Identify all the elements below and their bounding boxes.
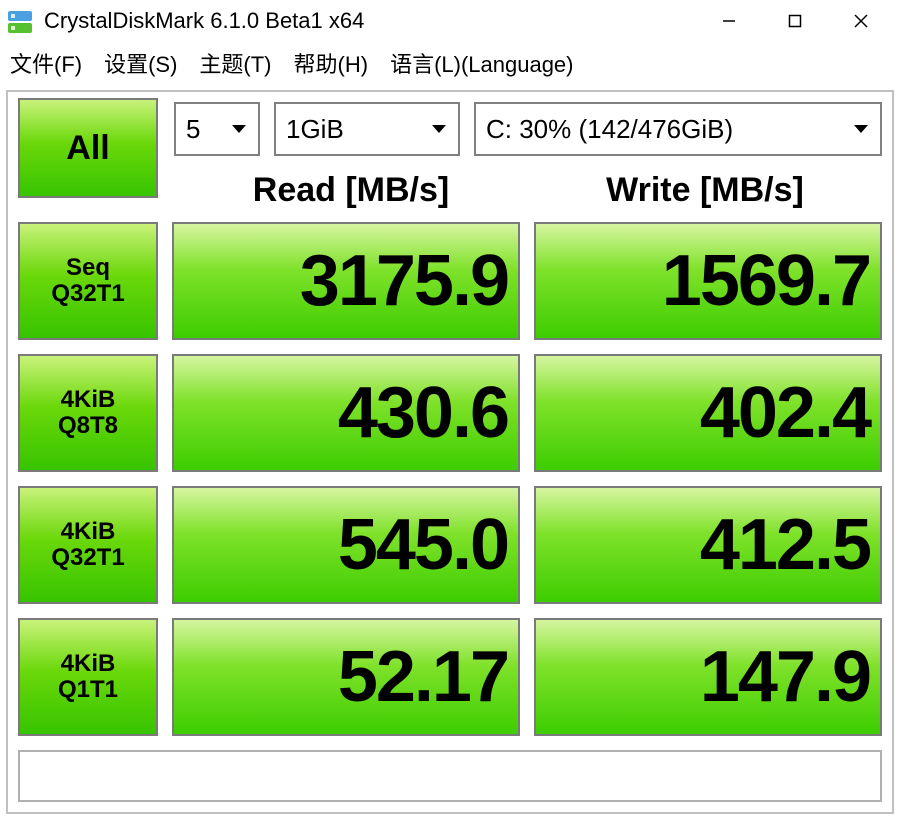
titlebar: CrystalDiskMark 6.1.0 Beta1 x64	[0, 0, 900, 42]
menu-theme[interactable]: 主题(T)	[199, 47, 271, 79]
dropdowns: 5 1GiB C: 30% (142/476GiB)	[174, 102, 882, 156]
drive-dropdown[interactable]: C: 30% (142/476GiB)	[474, 102, 882, 156]
read-header: Read [MB/s]	[174, 171, 528, 210]
test-button-4kib-q1t1[interactable]: 4KiB Q1T1	[18, 618, 158, 736]
menu-file[interactable]: 文件(F)	[10, 47, 82, 79]
window-controls	[696, 1, 894, 41]
run-all-label: All	[66, 129, 109, 168]
passes-value: 5	[186, 114, 200, 145]
test-label-line1: Seq	[66, 255, 110, 281]
write-header: Write [MB/s]	[528, 171, 882, 210]
maximize-button[interactable]	[762, 1, 828, 41]
test-label-line1: 4KiB	[61, 519, 116, 545]
results-grid: Seq Q32T1 3175.9 1569.7 4KiB Q8T8 430.6 …	[18, 222, 882, 736]
passes-dropdown[interactable]: 5	[174, 102, 260, 156]
test-button-seq-q32t1[interactable]: Seq Q32T1	[18, 222, 158, 340]
read-value-seq-q32t1: 3175.9	[172, 222, 520, 340]
test-label-line2: Q32T1	[51, 281, 124, 307]
test-label-line1: 4KiB	[61, 651, 116, 677]
read-value-4kib-q32t1: 545.0	[172, 486, 520, 604]
read-value-4kib-q8t8: 430.6	[172, 354, 520, 472]
app-icon	[6, 7, 34, 35]
minimize-button[interactable]	[696, 1, 762, 41]
drive-value: C: 30% (142/476GiB)	[486, 114, 733, 145]
test-label-line2: Q8T8	[58, 413, 118, 439]
menubar: 文件(F) 设置(S) 主题(T) 帮助(H) 语言(L)(Language)	[0, 42, 900, 84]
chevron-down-icon	[852, 119, 870, 140]
main-panel: All 5 1GiB C: 30% (142/476GiB)	[6, 90, 894, 814]
write-value-4kib-q1t1: 147.9	[534, 618, 882, 736]
size-dropdown[interactable]: 1GiB	[274, 102, 460, 156]
write-value-seq-q32t1: 1569.7	[534, 222, 882, 340]
test-button-4kib-q8t8[interactable]: 4KiB Q8T8	[18, 354, 158, 472]
test-label-line2: Q32T1	[51, 545, 124, 571]
window-title: CrystalDiskMark 6.1.0 Beta1 x64	[44, 8, 696, 34]
write-value-4kib-q8t8: 402.4	[534, 354, 882, 472]
menu-language[interactable]: 语言(L)(Language)	[390, 47, 573, 79]
write-value-4kib-q32t1: 412.5	[534, 486, 882, 604]
controls-row: All 5 1GiB C: 30% (142/476GiB)	[18, 102, 882, 156]
run-all-button[interactable]: All	[18, 98, 158, 198]
close-button[interactable]	[828, 1, 894, 41]
status-box	[18, 750, 882, 802]
size-value: 1GiB	[286, 114, 344, 145]
menu-settings[interactable]: 设置(S)	[104, 47, 177, 79]
test-label-line1: 4KiB	[61, 387, 116, 413]
menu-help[interactable]: 帮助(H)	[294, 47, 369, 79]
read-value-4kib-q1t1: 52.17	[172, 618, 520, 736]
chevron-down-icon	[430, 119, 448, 140]
test-button-4kib-q32t1[interactable]: 4KiB Q32T1	[18, 486, 158, 604]
test-label-line2: Q1T1	[58, 677, 118, 703]
chevron-down-icon	[230, 119, 248, 140]
